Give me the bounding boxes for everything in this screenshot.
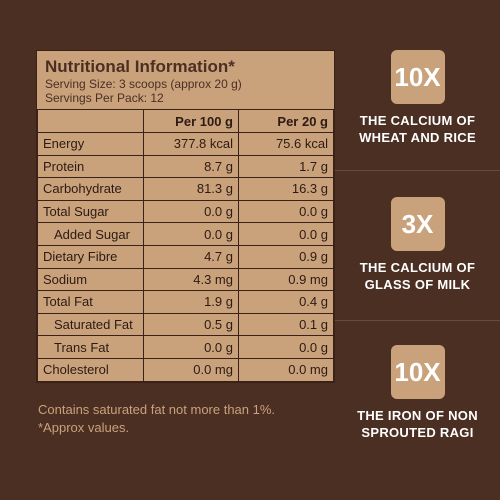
nutrient-value: 377.8 kcal — [143, 132, 239, 156]
nutrient-name: Sodium — [37, 267, 144, 292]
separator — [335, 320, 500, 321]
nutrient-name: Carbohydrate — [37, 177, 144, 201]
column-header: Per 20 g — [238, 109, 334, 133]
table-row: Sodium 4.3 mg 0.9 mg — [37, 267, 334, 292]
footnote: *Approx values. — [38, 420, 130, 435]
nutrition-table: Per 100 g Per 20 g Energy 377.8 kcal 75.6 kc… — [37, 109, 334, 382]
table-row: Energy 377.8 kcal 75.6 kcal — [37, 132, 334, 156]
nutrition-panel: Nutritional Information* Serving Size: 3… — [36, 50, 335, 383]
footnote: Contains saturated fat not more than 1%. — [38, 402, 276, 417]
blank-header — [37, 109, 144, 133]
nutrient-value: 0.0 g — [143, 335, 239, 359]
nutrient-value: 0.1 g — [238, 312, 334, 337]
nutrient-value: 0.9 g — [238, 244, 334, 269]
nutrient-value: 0.0 g — [238, 335, 334, 359]
serving-size: Serving Size: 3 scoops (approx 20 g) — [45, 77, 242, 91]
title: Nutritional Information* — [45, 57, 235, 76]
nutrient-value: 0.0 g — [143, 222, 239, 246]
table-row: Total Sugar 0.0 g 0.0 g — [37, 199, 334, 224]
header-row: Per 100 g Per 20 g — [37, 109, 334, 133]
nutrient-name: Saturated Fat — [37, 312, 144, 337]
claim: 10X THE IRON OF NON SPROUTED RAGI — [335, 345, 500, 441]
nutrient-value: 4.7 g — [143, 244, 239, 269]
nutrient-value: 0.5 g — [143, 312, 239, 337]
nutrient-name: Total Sugar — [37, 199, 144, 224]
nutrient-value: 4.3 mg — [143, 267, 239, 292]
nutrient-name: Energy — [37, 132, 144, 156]
nutrient-name: Cholesterol — [37, 357, 144, 382]
table-row: Cholesterol 0.0 mg 0.0 mg — [37, 357, 334, 382]
claim-text: WHEAT AND RICE — [359, 130, 476, 145]
nutrient-name: Dietary Fibre — [37, 244, 144, 269]
claim-text: GLASS OF MILK — [364, 277, 471, 292]
nutrient-value: 0.0 g — [238, 199, 334, 224]
nutrient-value: 0.9 mg — [238, 267, 334, 292]
table-row: Trans Fat 0.0 g 0.0 g — [37, 335, 334, 359]
nutrient-name: Total Fat — [37, 290, 144, 314]
panel-header: Nutritional Information* Serving Size: 3… — [37, 51, 334, 109]
separator — [335, 170, 500, 171]
nutrient-value: 75.6 kcal — [238, 132, 334, 156]
nutrient-name: Added Sugar — [37, 222, 144, 246]
nutrient-value: 81.3 g — [143, 177, 239, 201]
claim: 10X THE CALCIUM OF WHEAT AND RICE — [335, 50, 500, 146]
table-row: Carbohydrate 81.3 g 16.3 g — [37, 177, 334, 201]
claim-text: THE CALCIUM OF — [359, 113, 476, 128]
badge: 10X — [390, 50, 445, 104]
nutrient-value: 0.0 mg — [238, 357, 334, 382]
claim-text: SPROUTED RAGI — [361, 425, 474, 440]
nutrient-value: 0.0 g — [238, 222, 334, 246]
nutrient-value: 16.3 g — [238, 177, 334, 201]
table-row: Total Fat 1.9 g 0.4 g — [37, 290, 334, 314]
nutrient-name: Protein — [37, 154, 144, 179]
nutrient-name: Trans Fat — [37, 335, 144, 359]
nutrient-value: 8.7 g — [143, 154, 239, 179]
nutrient-value: 0.4 g — [238, 290, 334, 314]
nutrient-value: 0.0 g — [143, 199, 239, 224]
table-row: Added Sugar 0.0 g 0.0 g — [37, 222, 334, 246]
nutrient-value: 1.9 g — [143, 290, 239, 314]
table-row: Saturated Fat 0.5 g 0.1 g — [37, 312, 334, 337]
badge: 3X — [390, 197, 445, 251]
claim-text: THE CALCIUM OF — [359, 260, 476, 275]
table-row: Protein 8.7 g 1.7 g — [37, 154, 334, 179]
badge: 10X — [390, 345, 445, 399]
nutrient-value: 0.0 mg — [143, 357, 239, 382]
nutrient-value: 1.7 g — [238, 154, 334, 179]
column-header: Per 100 g — [143, 109, 239, 133]
table-row: Dietary Fibre 4.7 g 0.9 g — [37, 244, 334, 269]
servings-per-pack: Servings Per Pack: 12 — [45, 91, 164, 105]
claim-text: THE IRON OF NON — [357, 408, 478, 423]
claim: 3X THE CALCIUM OF GLASS OF MILK — [335, 197, 500, 293]
